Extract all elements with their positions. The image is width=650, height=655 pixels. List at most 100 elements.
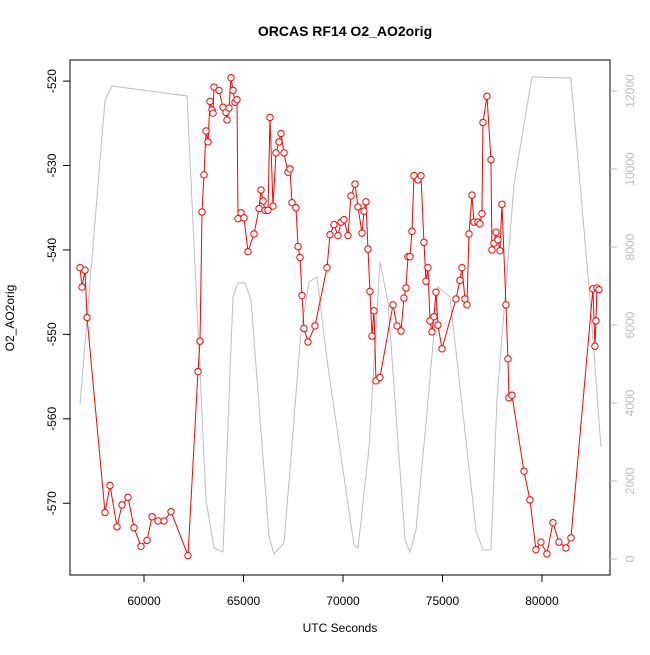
data-point [280, 149, 288, 157]
data-point [259, 197, 267, 205]
data-point [137, 542, 145, 550]
y-tick-label: -550 [45, 322, 59, 346]
data-point [194, 367, 202, 376]
data-point [81, 266, 89, 274]
data-point [240, 214, 248, 222]
y-tick-label: -570 [45, 491, 59, 515]
data-point [496, 247, 504, 255]
y-axis-label: O2_AO2orig [3, 285, 17, 352]
data-point [244, 247, 252, 256]
data-point [389, 301, 397, 309]
data-point [113, 523, 121, 531]
data-point [275, 138, 283, 146]
data-point [366, 287, 374, 296]
y2-tick-label: 10000 [623, 152, 637, 186]
data-point [167, 507, 175, 516]
data-point [483, 92, 491, 101]
y-tick-label: -540 [45, 238, 59, 262]
y2-tick-label: 8000 [623, 233, 637, 260]
data-point [492, 228, 500, 236]
data-point [567, 534, 575, 542]
data-point [323, 263, 331, 272]
data-point [326, 231, 334, 239]
data-point [210, 83, 218, 91]
data-point [206, 97, 214, 106]
data-point [549, 518, 557, 527]
y2-tick-label: 0 [623, 555, 637, 562]
data-point [592, 317, 600, 325]
data-point [354, 203, 362, 211]
data-point [294, 242, 302, 251]
data-point [184, 551, 192, 560]
x-axis-label: UTC Seconds [303, 621, 378, 635]
data-point [148, 513, 156, 521]
data-point [502, 301, 510, 309]
data-point [487, 155, 495, 164]
data-point [298, 291, 306, 300]
data-point [458, 263, 466, 272]
data-point [340, 215, 348, 224]
data-point [498, 200, 506, 209]
data-point [209, 109, 217, 117]
data-point [526, 496, 534, 504]
data-point [362, 198, 370, 206]
data-point [233, 95, 241, 104]
data-point [504, 355, 512, 363]
data-point [124, 493, 132, 502]
data-point [456, 276, 464, 285]
data-point [428, 328, 436, 336]
data-point [520, 467, 528, 475]
data-point [225, 104, 233, 112]
data-point [202, 127, 210, 135]
data-point [488, 246, 496, 254]
data-point [204, 138, 212, 146]
y2-tick-label: 4000 [623, 389, 637, 416]
data-point [465, 230, 473, 238]
data-point [215, 86, 223, 95]
data-point [438, 345, 446, 353]
data-point [286, 165, 294, 173]
data-point [78, 283, 86, 291]
data-point [330, 220, 338, 229]
data-point [300, 324, 308, 333]
data-point [223, 116, 231, 124]
chart-title: ORCAS RF14 O2_AO2orig [258, 23, 432, 39]
y-tick-label: -560 [45, 406, 59, 430]
data-point [101, 508, 109, 517]
data-point [432, 288, 440, 296]
data-point [234, 215, 242, 223]
y2-tick-label: 6000 [623, 311, 637, 338]
data-point [266, 113, 274, 122]
data-point [537, 538, 545, 546]
data-point [272, 149, 280, 157]
data-point [200, 171, 208, 179]
data-point [344, 231, 352, 240]
data-point [476, 220, 484, 228]
data-point [368, 332, 376, 340]
data-point [562, 544, 570, 552]
data-point [420, 238, 428, 247]
x-tick-label: 75000 [426, 594, 460, 608]
data-point [347, 192, 355, 200]
data-point [532, 545, 540, 554]
x-tick-label: 65000 [227, 594, 261, 608]
y-tick-label: -530 [45, 153, 59, 177]
data-point [424, 263, 432, 272]
data-point [397, 327, 405, 335]
data-point [478, 209, 486, 218]
data-point [406, 253, 414, 261]
data-point [408, 227, 416, 236]
data-point [292, 204, 300, 212]
data-point [154, 517, 162, 525]
data-point [351, 180, 359, 188]
data-point [430, 312, 438, 321]
data-point [555, 538, 563, 546]
data-point [288, 198, 296, 207]
data-point [376, 373, 384, 382]
data-point [229, 86, 237, 95]
data-point [452, 295, 460, 303]
data-point [370, 307, 378, 315]
y2-tick-label: 12000 [623, 74, 637, 108]
series-line [79, 76, 602, 556]
